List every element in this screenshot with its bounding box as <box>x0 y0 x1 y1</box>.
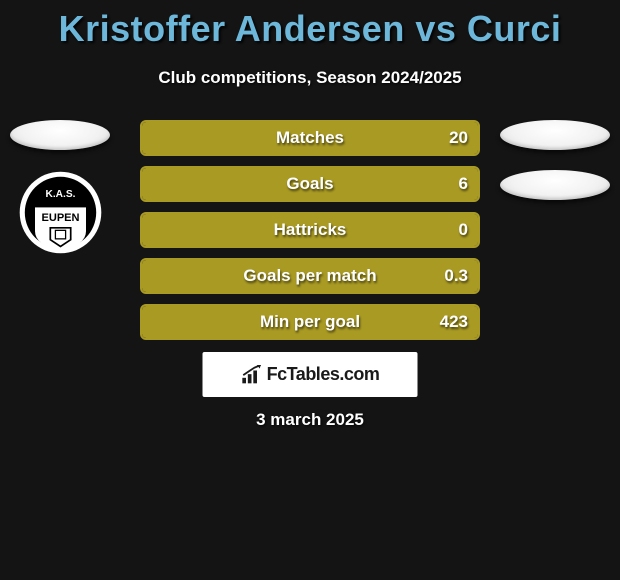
stat-label: Matches <box>142 128 478 148</box>
player-photo-placeholder <box>500 120 610 150</box>
chart-icon <box>241 365 263 385</box>
stat-label: Hattricks <box>142 220 478 240</box>
stat-bar: Min per goal423 <box>140 304 480 340</box>
svg-text:EUPEN: EUPEN <box>41 212 79 224</box>
stat-label: Min per goal <box>142 312 478 332</box>
title: Kristoffer Andersen vs Curci <box>0 0 620 50</box>
brand-text: FcTables.com <box>267 364 380 385</box>
stat-bar: Goals per match0.3 <box>140 258 480 294</box>
stat-value: 0 <box>459 220 468 240</box>
stat-label: Goals <box>142 174 478 194</box>
player-photo-placeholder <box>10 120 110 150</box>
stat-value: 0.3 <box>444 266 468 286</box>
brand-badge: FcTables.com <box>203 352 418 397</box>
subtitle: Club competitions, Season 2024/2025 <box>0 68 620 88</box>
stat-bar: Matches20 <box>140 120 480 156</box>
date: 3 march 2025 <box>0 410 620 430</box>
right-player-column <box>500 120 610 220</box>
left-player-column: K.A.S. EUPEN <box>10 120 110 255</box>
stats-bars: Matches20 Goals6 Hattricks0 Goals per match… <box>140 120 480 350</box>
club-badge-placeholder <box>500 170 610 200</box>
stat-label: Goals per match <box>142 266 478 286</box>
club-badge-eupen: K.A.S. EUPEN <box>18 170 103 255</box>
svg-text:K.A.S.: K.A.S. <box>45 189 75 200</box>
stat-value: 20 <box>449 128 468 148</box>
stat-value: 423 <box>440 312 468 332</box>
stat-value: 6 <box>459 174 468 194</box>
stat-bar: Goals6 <box>140 166 480 202</box>
stat-bar: Hattricks0 <box>140 212 480 248</box>
